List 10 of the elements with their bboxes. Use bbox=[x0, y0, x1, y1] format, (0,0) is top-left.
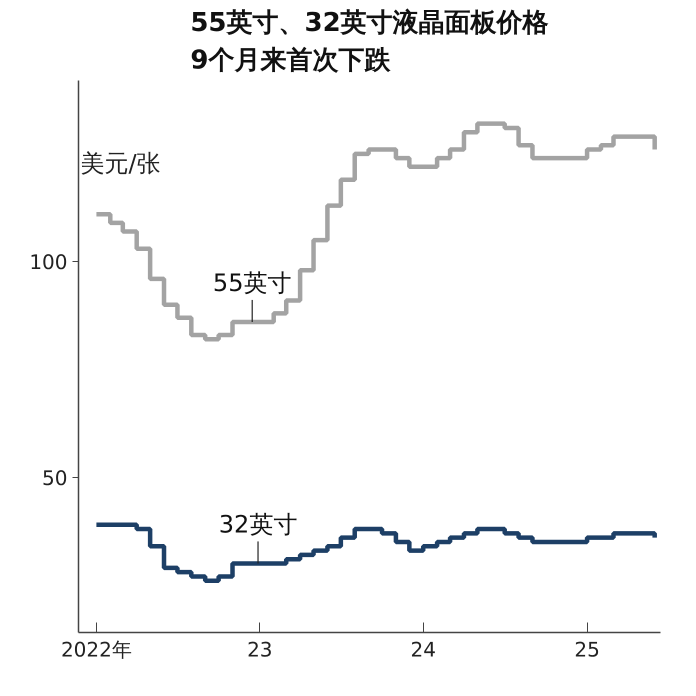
chart-title: 55英寸、32英寸液晶面板价格 9个月来首次下跌 bbox=[190, 8, 549, 76]
annotation: 55英寸 bbox=[212, 269, 292, 298]
x-tick-label: 24 bbox=[410, 638, 436, 662]
y-tick-label: 50 bbox=[42, 466, 68, 490]
annotation: 32英寸 bbox=[218, 510, 298, 539]
x-tick-label: 23 bbox=[247, 638, 273, 662]
y-tick-label: 100 bbox=[29, 250, 68, 274]
x-tick-label: 2022年 bbox=[60, 638, 132, 662]
y-axis-title: 美元/张 bbox=[80, 150, 161, 178]
x-tick-label: 25 bbox=[574, 638, 600, 662]
